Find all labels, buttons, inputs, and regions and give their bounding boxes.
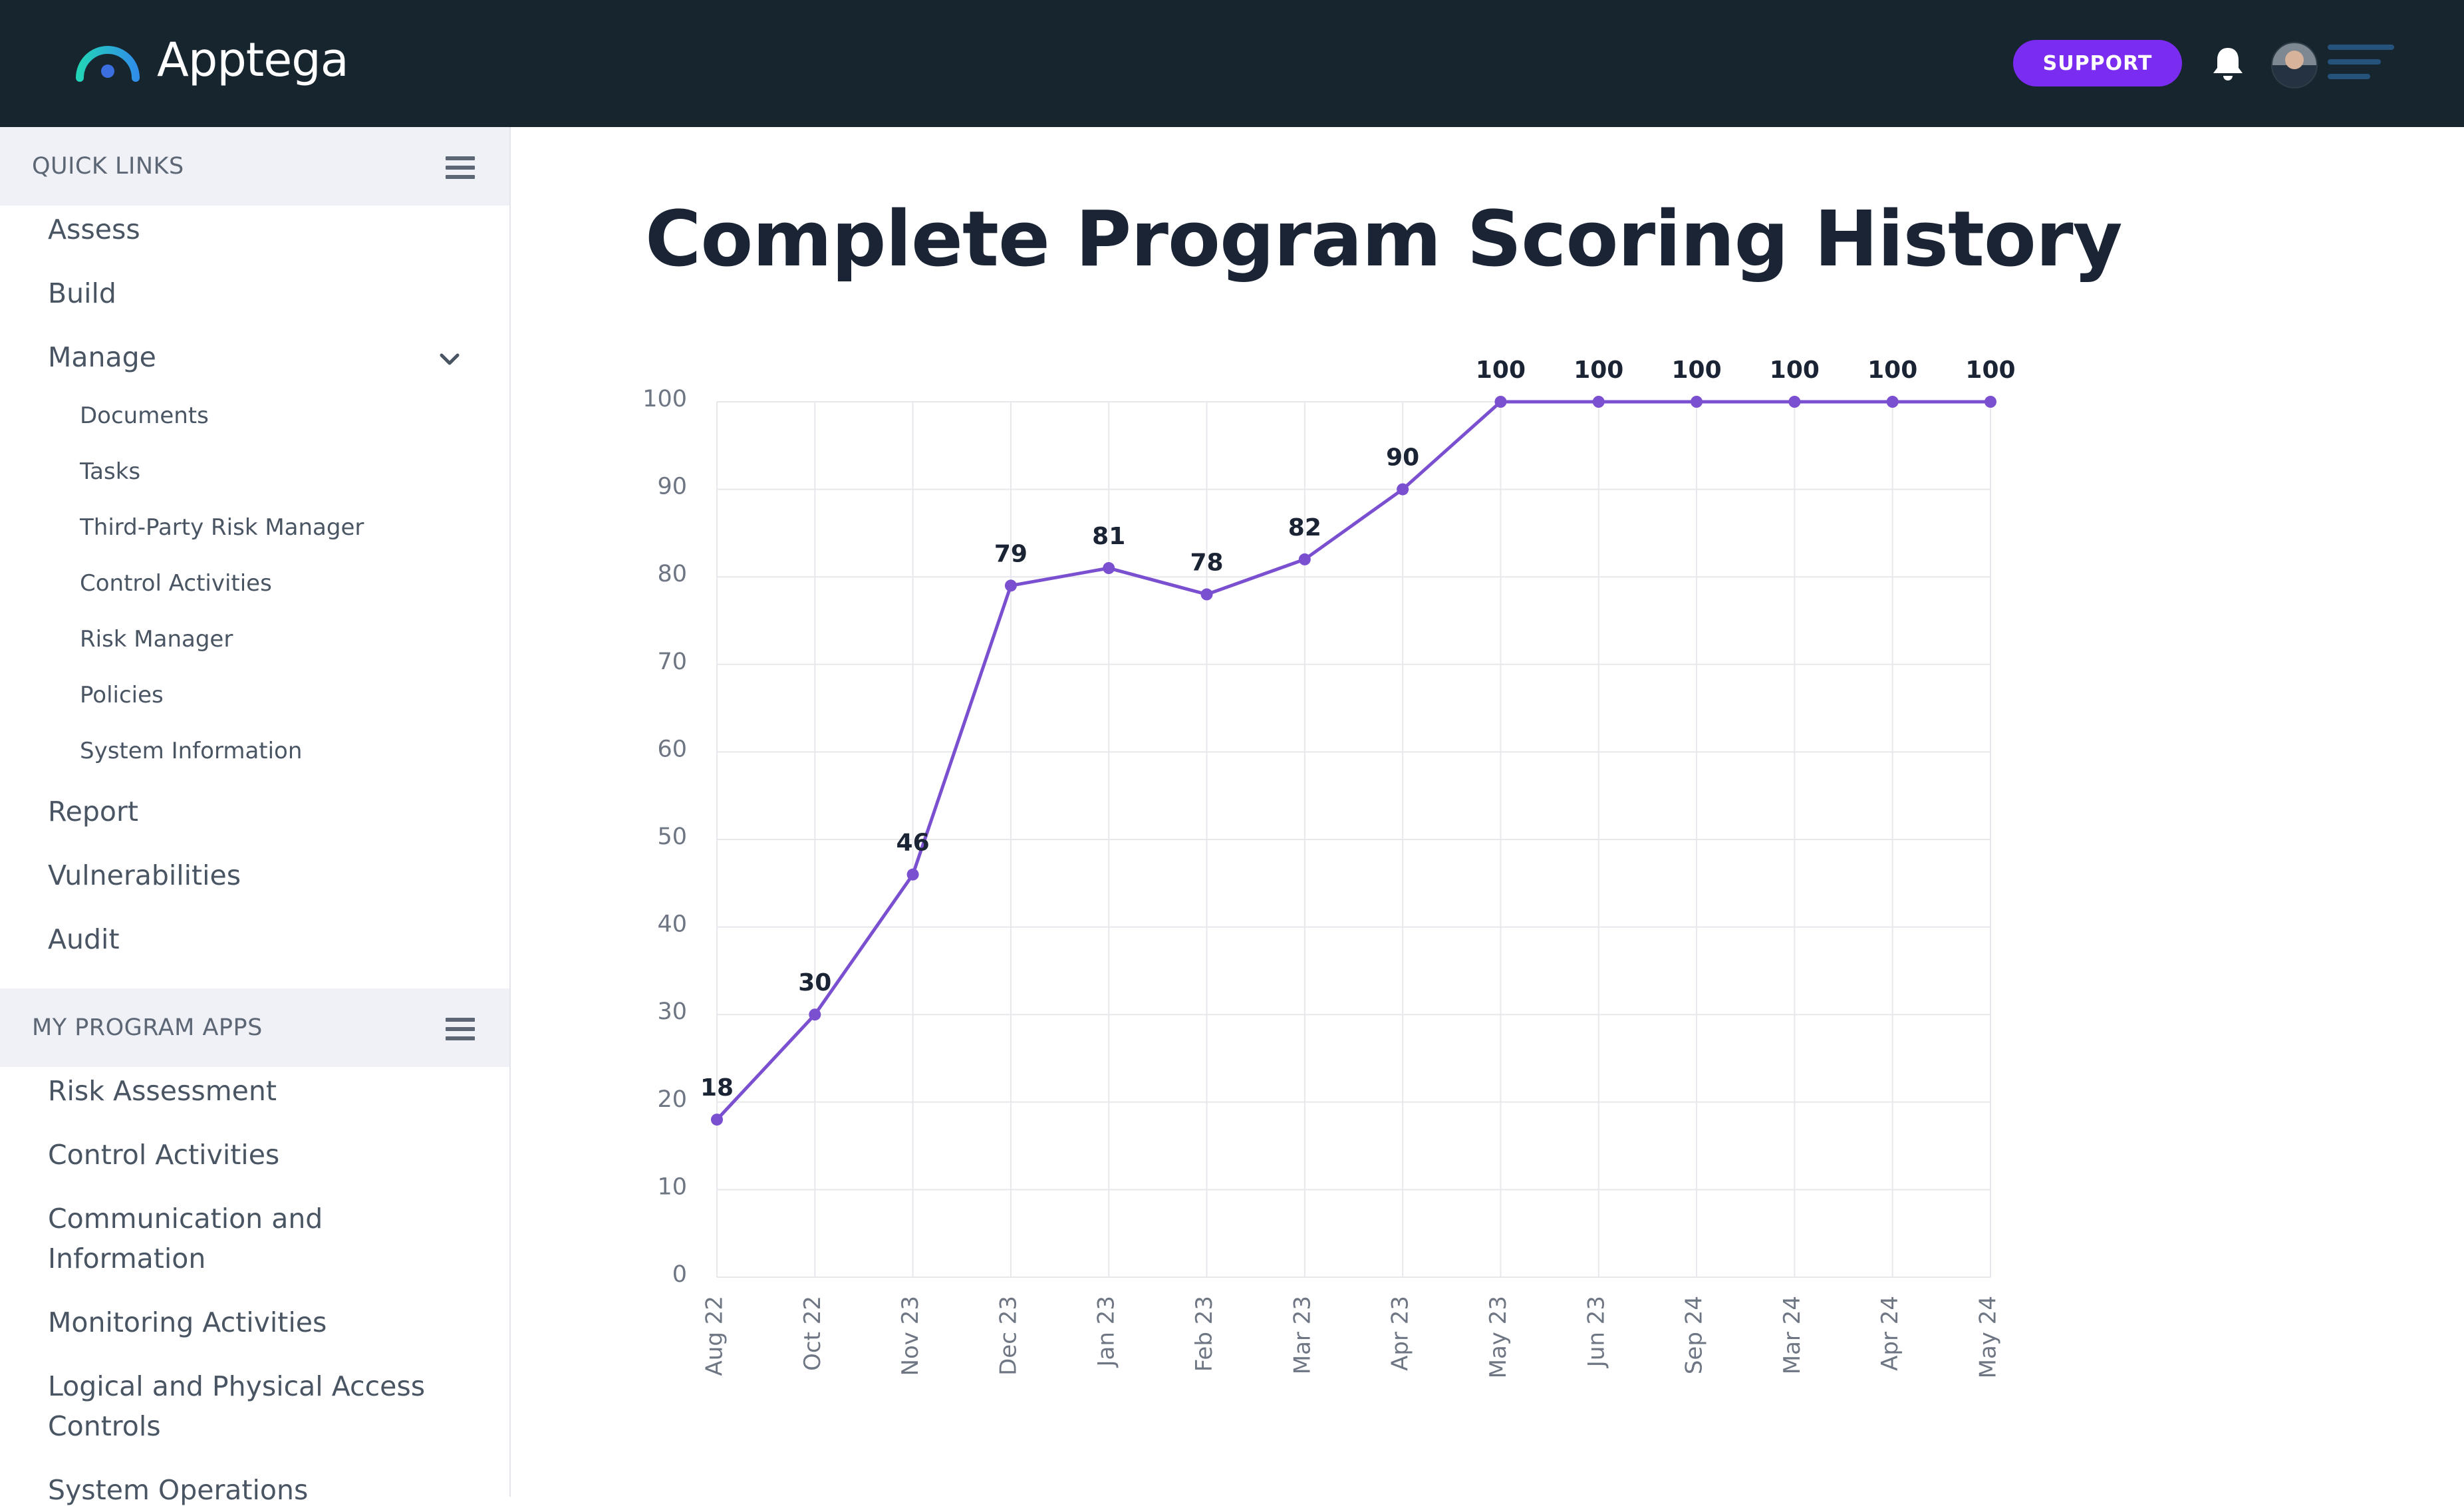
data-point [1494,396,1507,408]
data-point [1004,579,1017,592]
sidebar-item-report[interactable]: Report [48,796,138,828]
x-tick-label: Apr 24 [1877,1296,1903,1371]
quick-links-header: QUICK LINKS [0,127,509,206]
app-item-control-activities[interactable]: Control Activities [48,1139,280,1171]
page-title: Complete Program Scoring History [645,195,2123,284]
data-point [1788,396,1801,408]
data-point [809,1008,821,1021]
app-item-communication-line1[interactable]: Communication and [48,1203,323,1235]
app-item-monitoring-activities[interactable]: Monitoring Activities [48,1306,327,1338]
y-tick-label: 0 [672,1261,687,1288]
y-tick-label: 60 [657,736,687,762]
chevron-down-icon[interactable] [438,347,462,371]
data-label: 18 [700,1074,734,1102]
user-avatar[interactable] [2271,42,2318,88]
x-tick-label: Nov 23 [897,1296,924,1376]
app-item-communication-line2[interactable]: Information [48,1243,206,1275]
data-point [711,1114,723,1126]
data-label: 30 [798,969,831,996]
sidebar-item-build[interactable]: Build [48,277,116,309]
x-tick-label: Oct 22 [799,1296,826,1371]
y-tick-label: 100 [642,386,687,412]
support-button[interactable]: SUPPORT [2013,40,2182,86]
x-tick-label: Dec 23 [995,1296,1022,1376]
data-point [1397,483,1409,496]
sidebar-item-policies[interactable]: Policies [80,682,164,708]
sidebar-item-tasks[interactable]: Tasks [80,458,141,485]
x-tick-label: Mar 23 [1289,1296,1315,1374]
quick-links-title: QUICK LINKS [32,153,184,180]
y-tick-label: 70 [657,649,687,675]
sidebar-item-assess[interactable]: Assess [48,214,140,245]
y-tick-label: 80 [657,561,687,587]
sidebar-item-manage[interactable]: Manage [48,341,156,373]
y-tick-label: 50 [657,824,687,850]
data-point [1103,562,1115,575]
top-navigation-bar: Apptega SUPPORT [0,0,2464,127]
y-tick-label: 40 [657,911,687,938]
data-label: 100 [1965,359,2015,384]
data-point [1886,396,1899,408]
data-label: 100 [1574,359,1623,384]
data-label: 78 [1190,549,1223,577]
x-tick-label: May 24 [1975,1296,2002,1378]
x-tick-label: Jan 23 [1093,1296,1120,1368]
x-tick-label: Sep 24 [1681,1296,1708,1374]
x-tick-label: Mar 24 [1779,1296,1806,1374]
data-point [1200,588,1213,601]
apptega-logo[interactable]: Apptega [73,33,349,87]
x-tick-label: May 23 [1485,1296,1512,1378]
x-tick-label: Apr 23 [1387,1296,1414,1371]
series-line [716,400,1990,1121]
data-point [906,868,919,881]
y-tick-label: 90 [657,474,687,500]
sidebar-item-documents[interactable]: Documents [80,402,209,429]
data-label: 82 [1288,514,1321,541]
x-tick-label: Jun 23 [1583,1296,1609,1368]
app-item-logical-access-line1[interactable]: Logical and Physical Access [48,1370,426,1402]
program-apps-menu-icon[interactable] [446,1018,475,1040]
app-item-risk-assessment[interactable]: Risk Assessment [48,1075,277,1107]
data-point [1298,553,1311,565]
data-label: 100 [1671,359,1721,384]
notification-bell-icon[interactable] [2211,45,2245,82]
x-tick-label: Feb 23 [1191,1296,1218,1372]
data-label: 79 [994,540,1027,567]
sidebar-item-vulnerabilities[interactable]: Vulnerabilities [48,859,241,891]
program-apps-header: MY PROGRAM APPS [0,988,509,1067]
data-label: 100 [1476,359,1526,384]
logo-icon [76,46,140,82]
y-tick-label: 20 [657,1086,687,1113]
scoring-history-chart: 0 10 20 30 40 50 60 70 80 90 100 Aug 22 Oct 22 Nov 23… [642,359,2015,1378]
app-name: Apptega [157,33,349,87]
data-point [1691,396,1703,408]
data-label: 46 [896,830,930,857]
data-point [1592,396,1605,408]
data-label: 100 [1770,359,1820,384]
y-tick-label: 30 [657,998,687,1025]
sidebar-item-third-party-risk-manager[interactable]: Third-Party Risk Manager [80,514,364,541]
quick-links-menu-icon[interactable] [446,156,475,179]
data-point [1985,396,1996,408]
data-label: 100 [1867,359,1917,384]
main-menu-icon[interactable] [2328,43,2394,82]
sidebar: QUICK LINKS Assess Build Manage Document… [0,127,511,1506]
sidebar-item-audit[interactable]: Audit [48,923,120,955]
app-item-system-operations[interactable]: System Operations [48,1474,309,1506]
app-item-logical-access-line2[interactable]: Controls [48,1410,161,1442]
data-label: 90 [1386,444,1419,472]
sidebar-item-risk-manager[interactable]: Risk Manager [80,626,233,653]
program-apps-title: MY PROGRAM APPS [32,1014,263,1041]
data-label: 81 [1092,523,1125,550]
sidebar-item-system-information[interactable]: System Information [80,738,303,764]
y-tick-label: 10 [657,1173,687,1200]
sidebar-item-control-activities[interactable]: Control Activities [80,570,272,597]
x-tick-label: Aug 22 [702,1296,728,1376]
